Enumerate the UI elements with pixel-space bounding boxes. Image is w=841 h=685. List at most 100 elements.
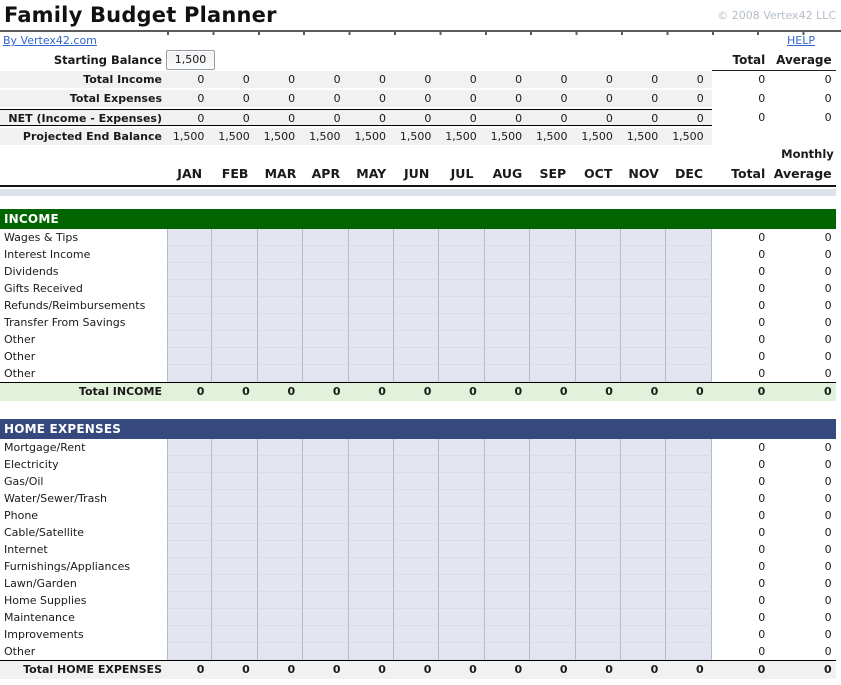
- month-input-cell[interactable]: [575, 348, 621, 365]
- month-input-cell[interactable]: [393, 592, 440, 609]
- month-input-cell[interactable]: [666, 263, 712, 280]
- month-input-cell[interactable]: [348, 524, 394, 541]
- total-value-cell[interactable]: 0: [758, 282, 766, 295]
- month-total-cell[interactable]: 0: [287, 663, 296, 676]
- month-input-cell[interactable]: [257, 490, 304, 507]
- line-item-label[interactable]: Internet: [4, 543, 48, 556]
- line-item-label[interactable]: Interest Income: [4, 248, 91, 261]
- average-value-cell[interactable]: 0: [824, 543, 832, 556]
- month-input-cell[interactable]: [484, 541, 531, 558]
- month-header-cell[interactable]: OCT: [584, 166, 613, 181]
- average-value-cell[interactable]: 0: [824, 441, 832, 454]
- month-input-cell[interactable]: [348, 626, 394, 643]
- total-value-cell[interactable]: 0: [758, 611, 766, 624]
- month-input-cell[interactable]: [620, 297, 667, 314]
- month-total-cell[interactable]: 0: [242, 385, 250, 398]
- line-item-label[interactable]: Cable/Satellite: [4, 526, 84, 539]
- month-value-cell[interactable]: 1,500: [620, 128, 667, 145]
- month-input-cell[interactable]: [257, 365, 304, 382]
- month-value-cell[interactable]: 0: [530, 90, 576, 107]
- month-total-cell[interactable]: 0: [378, 385, 386, 398]
- month-input-cell[interactable]: [393, 229, 440, 246]
- month-input-cell[interactable]: [439, 473, 485, 490]
- month-input-cell[interactable]: [620, 331, 667, 348]
- total-value-cell[interactable]: 0: [758, 526, 766, 539]
- month-input-cell[interactable]: [484, 297, 531, 314]
- month-input-cell[interactable]: [530, 626, 576, 643]
- month-input-cell[interactable]: [393, 365, 440, 382]
- month-input-cell[interactable]: [575, 490, 621, 507]
- month-input-cell[interactable]: [303, 609, 349, 626]
- byline-link[interactable]: By Vertex42.com: [3, 34, 97, 47]
- average-value-cell[interactable]: 0: [824, 526, 832, 539]
- help-link[interactable]: HELP: [787, 34, 815, 47]
- month-input-cell[interactable]: [348, 456, 394, 473]
- month-input-cell[interactable]: [530, 246, 576, 263]
- month-input-cell[interactable]: [348, 490, 394, 507]
- month-value-cell[interactable]: 0: [212, 71, 258, 88]
- month-value-cell[interactable]: 0: [620, 109, 667, 126]
- month-input-cell[interactable]: [212, 473, 258, 490]
- average-value-cell[interactable]: 0: [824, 367, 832, 380]
- month-value-cell[interactable]: 1,500: [348, 128, 394, 145]
- month-header-cell[interactable]: FEB: [221, 166, 249, 181]
- month-input-cell[interactable]: [393, 558, 440, 575]
- month-input-cell[interactable]: [484, 314, 531, 331]
- month-input-cell[interactable]: [167, 541, 213, 558]
- month-input-cell[interactable]: [167, 314, 213, 331]
- month-input-cell[interactable]: [348, 246, 394, 263]
- month-input-cell[interactable]: [484, 473, 531, 490]
- month-input-cell[interactable]: [620, 575, 667, 592]
- month-input-cell[interactable]: [257, 348, 304, 365]
- month-header-cell[interactable]: SEP: [539, 166, 567, 181]
- month-total-cell[interactable]: 0: [514, 663, 523, 676]
- month-input-cell[interactable]: [575, 280, 621, 297]
- month-input-cell[interactable]: [666, 524, 712, 541]
- month-input-cell[interactable]: [393, 490, 440, 507]
- month-input-cell[interactable]: [212, 348, 258, 365]
- month-input-cell[interactable]: [348, 643, 394, 660]
- month-input-cell[interactable]: [530, 365, 576, 382]
- month-input-cell[interactable]: [484, 575, 531, 592]
- month-input-cell[interactable]: [439, 456, 485, 473]
- month-input-cell[interactable]: [303, 456, 349, 473]
- month-input-cell[interactable]: [348, 314, 394, 331]
- month-input-cell[interactable]: [620, 280, 667, 297]
- month-header-cell[interactable]: NOV: [628, 166, 659, 181]
- month-input-cell[interactable]: [439, 558, 485, 575]
- month-value-cell[interactable]: 0: [303, 109, 349, 126]
- month-input-cell[interactable]: [257, 609, 304, 626]
- month-value-cell[interactable]: 0: [212, 90, 258, 107]
- line-item-label[interactable]: Phone: [4, 509, 39, 522]
- total-value-cell[interactable]: 0: [758, 231, 766, 244]
- month-input-cell[interactable]: [575, 558, 621, 575]
- month-input-cell[interactable]: [348, 575, 394, 592]
- month-input-cell[interactable]: [257, 626, 304, 643]
- average-value-cell[interactable]: 0: [824, 265, 832, 278]
- month-input-cell[interactable]: [348, 280, 394, 297]
- month-input-cell[interactable]: [212, 575, 258, 592]
- month-input-cell[interactable]: [484, 507, 531, 524]
- month-input-cell[interactable]: [257, 314, 304, 331]
- month-input-cell[interactable]: [666, 348, 712, 365]
- month-input-cell[interactable]: [393, 297, 440, 314]
- month-input-cell[interactable]: [303, 365, 349, 382]
- month-input-cell[interactable]: [257, 331, 304, 348]
- month-value-cell[interactable]: 1,500: [530, 128, 576, 145]
- total-value-cell[interactable]: 0: [758, 333, 766, 346]
- month-input-cell[interactable]: [257, 473, 304, 490]
- month-input-cell[interactable]: [393, 314, 440, 331]
- month-input-cell[interactable]: [393, 507, 440, 524]
- month-input-cell[interactable]: [666, 365, 712, 382]
- month-input-cell[interactable]: [303, 331, 349, 348]
- month-value-cell[interactable]: 0: [484, 90, 531, 107]
- month-value-cell[interactable]: 0: [348, 90, 394, 107]
- month-total-cell[interactable]: 0: [332, 385, 341, 398]
- month-input-cell[interactable]: [303, 246, 349, 263]
- month-input-cell[interactable]: [167, 297, 213, 314]
- month-header-cell[interactable]: JAN: [177, 166, 203, 181]
- month-input-cell[interactable]: [212, 280, 258, 297]
- month-input-cell[interactable]: [575, 246, 621, 263]
- month-input-cell[interactable]: [212, 507, 258, 524]
- month-input-cell[interactable]: [439, 507, 485, 524]
